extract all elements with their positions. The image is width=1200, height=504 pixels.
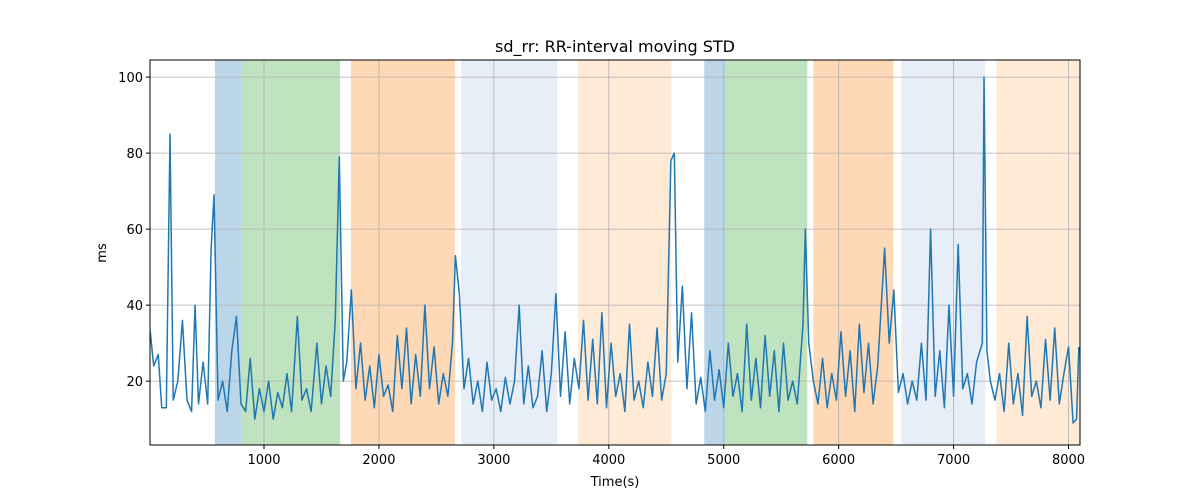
y-tick-label: 100 <box>118 71 143 86</box>
span <box>214 60 242 445</box>
x-tick-label: 8000 <box>1052 453 1085 468</box>
x-tick-label: 1000 <box>247 453 280 468</box>
x-tick-label: 4000 <box>592 453 625 468</box>
x-tick-label: 6000 <box>822 453 855 468</box>
span <box>725 60 808 445</box>
span <box>578 60 672 445</box>
x-tick-label: 2000 <box>362 453 395 468</box>
span <box>461 60 558 445</box>
y-tick-label: 40 <box>126 299 143 314</box>
y-tick-label: 60 <box>126 223 143 238</box>
data-line <box>150 76 1080 424</box>
x-tick-label: 3000 <box>477 453 510 468</box>
plot-frame <box>149 59 1081 446</box>
x-tick-label: 5000 <box>707 453 740 468</box>
y-tick-label: 80 <box>126 147 143 162</box>
y-tick-label: 20 <box>126 375 143 390</box>
span <box>996 60 1080 445</box>
span <box>704 60 726 445</box>
y-axis-label: ms <box>95 243 110 263</box>
x-axis-label: Time(s) <box>590 475 640 490</box>
x-tick-label: 7000 <box>937 453 970 468</box>
span <box>241 60 341 445</box>
chart-title: sd_rr: RR-interval moving STD <box>495 37 735 57</box>
